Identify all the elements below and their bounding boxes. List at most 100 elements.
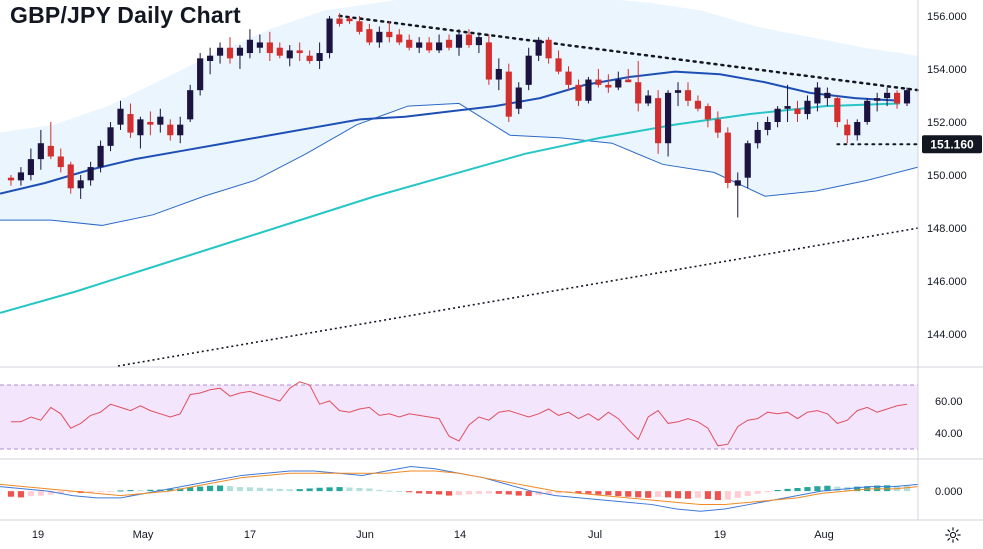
- price-tick-label: 150.000: [927, 170, 967, 182]
- bollinger-lower-line: [0, 102, 919, 226]
- macd-histogram-bar: [256, 487, 263, 492]
- candle-body: [535, 39, 542, 56]
- macd-histogram-bar: [7, 491, 15, 497]
- macd-histogram-bar: [97, 491, 104, 493]
- candle-body: [7, 177, 15, 181]
- macd-histogram-bar: [296, 489, 303, 492]
- candle-body: [655, 98, 662, 144]
- macd-histogram-bar: [246, 487, 254, 492]
- candle-body: [216, 47, 224, 56]
- macd-histogram-bar: [37, 491, 44, 496]
- candle-body: [266, 42, 273, 54]
- time-tick-label: 19: [32, 529, 44, 541]
- price-label-box: [922, 135, 982, 154]
- candle-body: [495, 68, 502, 80]
- candle-body: [37, 143, 44, 160]
- macd-histogram-bar: [396, 491, 403, 493]
- macd-histogram-bar: [17, 491, 25, 498]
- price-tick-label: 146.000: [927, 276, 967, 288]
- price-tick-label: 152.000: [927, 117, 967, 129]
- macd-histogram-bar: [455, 491, 463, 496]
- candle-body: [67, 164, 74, 189]
- macd-histogram-bar: [485, 491, 492, 494]
- macd-histogram-bar: [804, 487, 811, 492]
- macd-histogram-bar: [754, 491, 761, 494]
- candle-body: [704, 106, 711, 120]
- candle-body: [744, 143, 751, 178]
- candle-body: [834, 98, 841, 122]
- candle-body: [764, 122, 771, 130]
- macd-histogram-bar: [505, 491, 512, 495]
- macd-histogram-bar: [794, 487, 801, 492]
- macd-histogram-bar: [615, 491, 622, 497]
- candle-body: [296, 50, 303, 54]
- macd-histogram-bar: [655, 491, 662, 497]
- macd-histogram-bar: [764, 491, 771, 493]
- candle-body: [734, 180, 741, 186]
- candle-body: [615, 79, 622, 88]
- macd-histogram-bar: [664, 491, 672, 498]
- macd-histogram-bar: [67, 491, 74, 493]
- macd-histogram-bar: [376, 490, 383, 492]
- macd-histogram-bar: [187, 487, 194, 492]
- macd-histogram-bar: [535, 491, 542, 496]
- time-tick-label: Jun: [356, 529, 374, 541]
- rsi-tick-label: 60.00: [935, 396, 963, 408]
- macd-histogram-bar: [525, 491, 532, 497]
- candle-body: [406, 39, 413, 48]
- macd-histogram-bar: [814, 486, 821, 492]
- candle-body: [475, 37, 482, 46]
- macd-histogram-bar: [595, 491, 602, 495]
- candle-body: [426, 42, 433, 51]
- macd-histogram-bar: [854, 486, 861, 492]
- candle-body: [674, 90, 682, 93]
- candle-body: [107, 127, 114, 146]
- macd-histogram-bar: [834, 486, 841, 492]
- candle-body: [893, 92, 901, 104]
- macd-histogram-bar: [306, 488, 313, 492]
- macd-histogram-bar: [286, 489, 293, 492]
- macd-histogram-bar: [465, 491, 473, 495]
- candle-body: [565, 71, 572, 85]
- price-tick-label: 148.000: [927, 223, 967, 235]
- macd-histogram-bar: [167, 488, 174, 492]
- macd-histogram-bar: [216, 485, 224, 492]
- candle-body: [246, 39, 254, 54]
- macd-histogram-bar: [336, 487, 343, 492]
- axes: [0, 0, 983, 521]
- macd-histogram-bar: [824, 485, 831, 492]
- resistance-trendline: [338, 14, 920, 92]
- candlesticks: [7, 13, 911, 218]
- macd-histogram-bar: [684, 491, 692, 499]
- time-tick-label: 14: [454, 529, 466, 541]
- macd-histogram-bar: [575, 491, 582, 494]
- candle-body: [684, 90, 692, 101]
- settings-gear-icon[interactable]: [944, 526, 962, 544]
- candle-body: [376, 31, 383, 43]
- candle-body: [515, 87, 522, 109]
- macd-histogram-bar: [774, 490, 781, 492]
- candle-body: [854, 122, 861, 136]
- macd-histogram-bar: [386, 490, 393, 492]
- rsi-panel: [0, 381, 918, 450]
- candle-body: [256, 42, 263, 48]
- macd-histogram-bar: [137, 490, 144, 492]
- macd-histogram-bar: [87, 491, 94, 493]
- candle-body: [664, 92, 672, 144]
- macd-histogram-bar: [515, 491, 522, 496]
- macd-histogram-bar: [475, 491, 482, 494]
- macd-histogram-bar: [416, 491, 423, 494]
- rsi-tick-label: 40.00: [935, 428, 963, 440]
- candle-body: [903, 90, 911, 104]
- moving-average-mid-line: [0, 70, 901, 195]
- axis-labels: 144.000 146.000 148.000 150.000 152.000 154.0…: [32, 11, 982, 541]
- candle-body: [864, 100, 871, 122]
- macd-histogram-bar: [326, 487, 333, 492]
- candle-body: [605, 84, 612, 88]
- macd-histogram-bar: [555, 491, 562, 494]
- macd-histogram-bar: [57, 491, 64, 494]
- candle-body: [187, 90, 194, 120]
- support-trendline: [117, 227, 919, 367]
- macd-tick-label: 0.000: [935, 486, 963, 498]
